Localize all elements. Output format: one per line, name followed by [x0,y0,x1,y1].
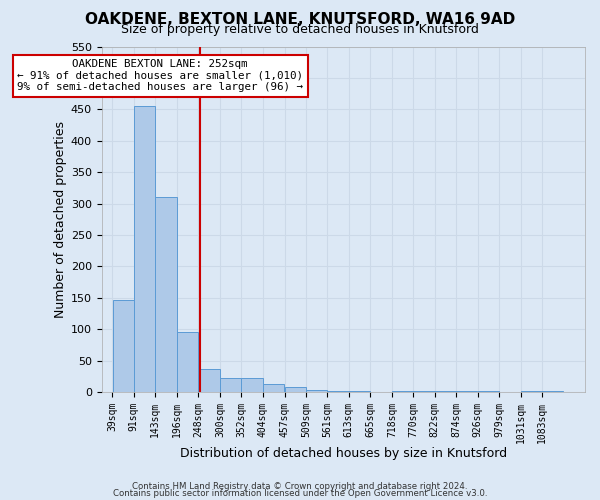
Bar [241,378,263,392]
Text: Contains public sector information licensed under the Open Government Licence v3: Contains public sector information licen… [113,490,487,498]
Bar [113,300,134,392]
Text: Size of property relative to detached houses in Knutsford: Size of property relative to detached ho… [121,22,479,36]
X-axis label: Distribution of detached houses by size in Knutsford: Distribution of detached houses by size … [180,447,507,460]
Bar [306,390,327,392]
Bar [177,332,199,392]
Bar [199,368,220,392]
Text: OAKDENE, BEXTON LANE, KNUTSFORD, WA16 9AD: OAKDENE, BEXTON LANE, KNUTSFORD, WA16 9A… [85,12,515,28]
Bar [284,387,306,392]
Text: OAKDENE BEXTON LANE: 252sqm
← 91% of detached houses are smaller (1,010)
9% of s: OAKDENE BEXTON LANE: 252sqm ← 91% of det… [17,59,303,92]
Bar [263,384,284,392]
Bar [155,198,177,392]
Y-axis label: Number of detached properties: Number of detached properties [54,120,67,318]
Bar [134,106,155,392]
Text: Contains HM Land Registry data © Crown copyright and database right 2024.: Contains HM Land Registry data © Crown c… [132,482,468,491]
Bar [220,378,241,392]
Bar [328,390,349,392]
